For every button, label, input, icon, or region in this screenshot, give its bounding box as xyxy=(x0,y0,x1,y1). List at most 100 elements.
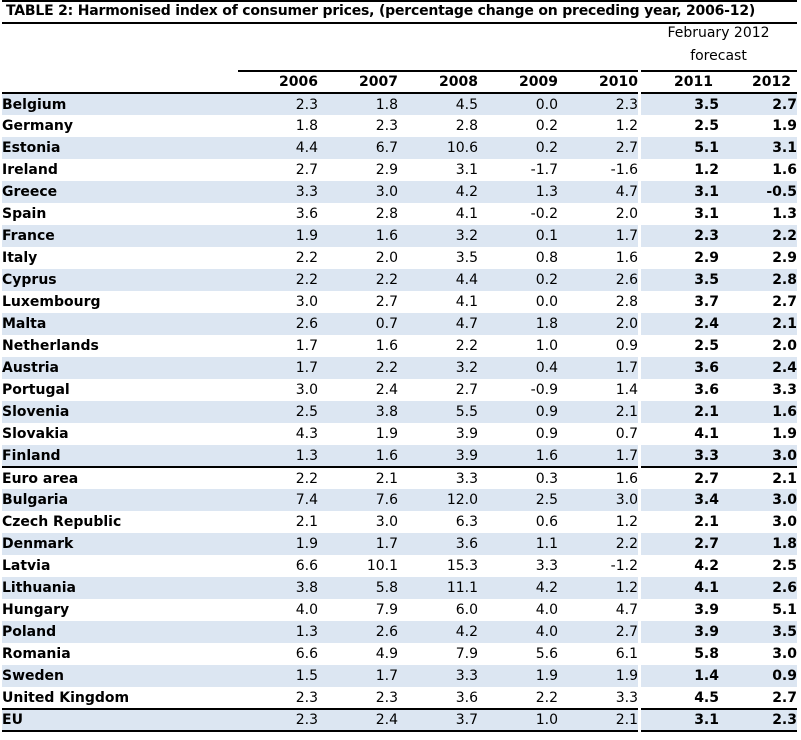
col-header-2006: 2006 xyxy=(238,70,318,94)
row-label: Italy xyxy=(2,250,38,266)
value-cell: 1.7 xyxy=(558,445,638,467)
value-cell: 7.9 xyxy=(375,602,398,618)
column-gap xyxy=(638,599,641,621)
row-label: Slovenia xyxy=(2,401,238,423)
value-cell: 7.6 xyxy=(318,489,398,511)
forecast-cell: 1.6 xyxy=(719,401,797,423)
row-label: Bulgaria xyxy=(2,489,238,511)
forecast-cell: 5.1 xyxy=(641,137,719,159)
table-row: Denmark 1.9 1.7 3.6 1.1 2.2 2.7 1.8 xyxy=(2,533,797,555)
table-row: Germany 1.8 2.3 2.8 0.2 1.2 2.5 1.9 xyxy=(2,115,797,137)
forecast-cell: 2.6 xyxy=(719,577,797,599)
value-cell: 12.0 xyxy=(398,489,478,511)
value-cell: -1.6 xyxy=(610,162,638,178)
forecast-cell: 2.5 xyxy=(694,118,719,134)
forecast-cell: 2.9 xyxy=(772,250,797,266)
forecast-cell: 2.1 xyxy=(719,466,797,489)
row-label: Luxembourg xyxy=(2,294,101,310)
value-cell: 1.9 xyxy=(238,225,318,247)
forecast-cell: 3.1 xyxy=(641,181,719,203)
forecast-cell: 1.9 xyxy=(772,118,797,134)
row-label: Poland xyxy=(2,621,238,643)
value-cell: -0.9 xyxy=(530,382,558,398)
value-cell: 1.7 xyxy=(295,338,318,354)
value-cell: 2.5 xyxy=(238,401,318,423)
forecast-cell: 5.8 xyxy=(694,646,719,662)
forecast-cell: 3.3 xyxy=(772,382,797,398)
value-cell: 2.7 xyxy=(558,137,638,159)
value-cell: 3.1 xyxy=(455,162,478,178)
forecast-cell: 4.1 xyxy=(641,577,719,599)
value-cell: 6.3 xyxy=(455,514,478,530)
column-gap xyxy=(638,621,641,643)
value-cell: 0.0 xyxy=(478,93,558,115)
row-label: Romania xyxy=(2,646,71,662)
table-row: France 1.9 1.6 3.2 0.1 1.7 2.3 2.2 xyxy=(2,225,797,247)
value-cell: 1.0 xyxy=(478,708,558,732)
row-label: United Kingdom xyxy=(2,689,130,706)
forecast-cell: 2.4 xyxy=(719,357,797,379)
value-cell: 1.4 xyxy=(615,382,638,398)
table-row: Spain 3.6 2.8 4.1 -0.2 2.0 3.1 1.3 xyxy=(2,203,797,225)
row-label: Ireland xyxy=(2,162,58,178)
value-cell: 10.1 xyxy=(366,558,398,574)
value-cell: 3.7 xyxy=(398,708,478,732)
value-cell: 0.3 xyxy=(478,466,558,489)
value-cell: 1.3 xyxy=(238,445,318,467)
table-row: Latvia 6.6 10.1 15.3 3.3 -1.2 4.2 2.5 xyxy=(2,555,797,577)
row-label: Portugal xyxy=(2,382,70,398)
row-label: Malta xyxy=(2,313,238,335)
forecast-cell: 3.5 xyxy=(641,93,719,115)
value-cell: 6.0 xyxy=(455,602,478,618)
value-cell: 11.1 xyxy=(398,577,478,599)
forecast-cell: 2.7 xyxy=(772,294,797,310)
value-cell: 2.2 xyxy=(455,338,478,354)
row-label: Germany xyxy=(2,118,74,134)
value-cell: 2.4 xyxy=(318,708,398,732)
value-cell: 2.5 xyxy=(478,489,558,511)
forecast-cell: 2.5 xyxy=(772,558,797,574)
value-cell: 3.0 xyxy=(375,514,398,530)
value-cell: 1.9 xyxy=(375,426,398,442)
value-cell: 2.7 xyxy=(455,382,478,398)
column-gap xyxy=(638,203,641,225)
forecast-cell: 3.1 xyxy=(641,708,719,732)
value-cell: 3.8 xyxy=(318,401,398,423)
table-row: Czech Republic 2.1 3.0 6.3 0.6 1.2 2.1 3.0 xyxy=(2,511,797,533)
col-header-2012: 2012 xyxy=(719,70,797,94)
value-cell: 2.7 xyxy=(375,294,398,310)
value-cell: 2.3 xyxy=(295,689,318,706)
value-cell: 3.3 xyxy=(398,665,478,687)
column-gap xyxy=(638,225,641,247)
table-body: Belgium 2.3 1.8 4.5 0.0 2.3 3.5 2.7 Germany 1.8 2.… xyxy=(2,93,797,732)
column-gap xyxy=(638,489,641,511)
column-gap xyxy=(638,401,641,423)
forecast-cell: 4.5 xyxy=(694,689,719,706)
table-row: EU 2.3 2.4 3.7 1.0 2.1 3.1 2.3 xyxy=(2,708,797,732)
value-cell: 0.2 xyxy=(478,137,558,159)
row-label: Slovakia xyxy=(2,426,69,442)
value-cell: 3.6 xyxy=(398,533,478,555)
value-cell: 2.0 xyxy=(375,250,398,266)
value-cell: 2.4 xyxy=(375,382,398,398)
value-cell: 1.0 xyxy=(535,338,558,354)
row-label: Latvia xyxy=(2,558,51,574)
forecast-cell: 1.4 xyxy=(641,665,719,687)
row-label: France xyxy=(2,225,238,247)
table-row: Cyprus 2.2 2.2 4.4 0.2 2.6 3.5 2.8 xyxy=(2,269,797,291)
table-row: Finland 1.3 1.6 3.9 1.6 1.7 3.3 3.0 xyxy=(2,445,797,467)
header-gap xyxy=(638,71,641,93)
forecast-cell: 5.1 xyxy=(772,602,797,618)
table-row: Sweden 1.5 1.7 3.3 1.9 1.9 1.4 0.9 xyxy=(2,665,797,687)
value-cell: 2.6 xyxy=(238,313,318,335)
value-cell: 3.3 xyxy=(238,181,318,203)
value-cell: 2.3 xyxy=(238,93,318,115)
hicp-table: 2006 2007 2008 2009 2010 2011 2012 Belgi… xyxy=(2,70,797,732)
value-cell: 2.2 xyxy=(558,533,638,555)
value-cell: 1.2 xyxy=(558,577,638,599)
row-label: Lithuania xyxy=(2,577,238,599)
col-header-2008: 2008 xyxy=(398,70,478,94)
value-cell: 5.8 xyxy=(318,577,398,599)
value-cell: 4.2 xyxy=(398,621,478,643)
table-row: Slovenia 2.5 3.8 5.5 0.9 2.1 2.1 1.6 xyxy=(2,401,797,423)
